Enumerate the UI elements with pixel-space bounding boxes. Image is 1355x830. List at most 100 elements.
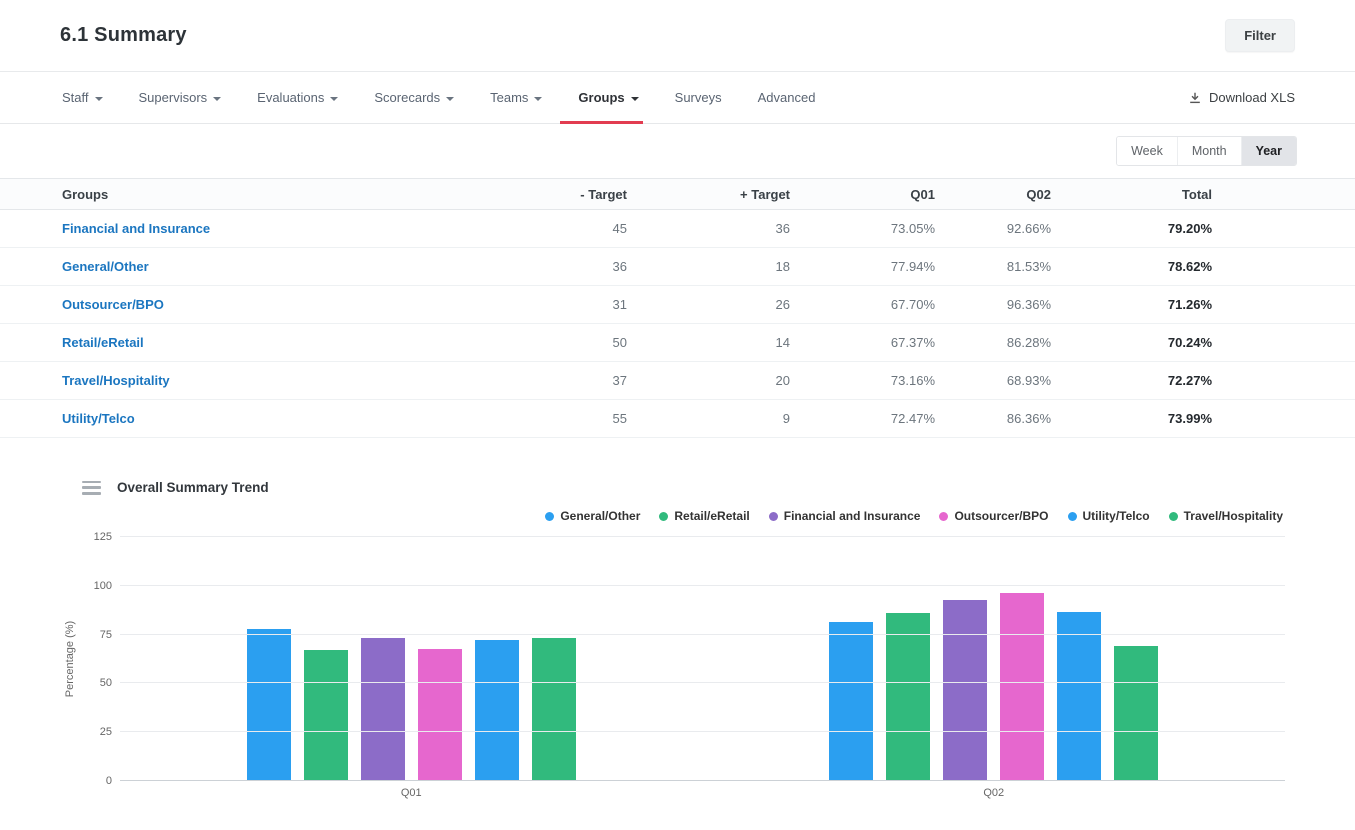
group-link-general-other[interactable]: General/Other: [62, 259, 149, 274]
download-xls-button[interactable]: Download XLS: [1188, 72, 1295, 123]
group-link-retail-eretail[interactable]: Retail/eRetail: [62, 335, 144, 350]
nav-item-scorecards[interactable]: Scorecards: [356, 72, 472, 123]
period-toggle-month[interactable]: Month: [1176, 137, 1241, 165]
minus-target-cell: 55: [612, 411, 627, 426]
group-link-financial-and-insurance[interactable]: Financial and Insurance: [62, 221, 211, 236]
table-header-target: - Target: [580, 186, 627, 202]
legend-label: Financial and Insurance: [783, 509, 921, 523]
legend-label: Outsourcer/BPO: [954, 509, 1049, 523]
nav-item-groups[interactable]: Groups: [560, 72, 656, 124]
bar-general-other-q01: [246, 628, 291, 781]
filter-button[interactable]: Filter: [1225, 19, 1295, 52]
chart-header: Overall Summary Trend: [0, 480, 1355, 495]
x-axis-line: [120, 780, 1285, 781]
legend-item-financial-and-insurance[interactable]: Financial and Insurance: [768, 509, 921, 523]
bar-group-q01: [120, 537, 703, 781]
table-row: Retail/eRetail 50 14 67.37% 86.28% 70.24%: [0, 324, 1355, 362]
q01-cell: 72.47%: [890, 411, 935, 426]
nav-item-label: Teams: [490, 90, 529, 105]
chart-section: Overall Summary Trend General/Other Retai…: [0, 438, 1355, 799]
table-header-q01: Q01: [910, 186, 935, 202]
bar-outsourcer-bpo-q01: [417, 648, 462, 781]
y-tick-label: 25: [99, 726, 112, 739]
group-name-cell: Retail/eRetail: [62, 335, 462, 350]
download-icon: [1190, 92, 1200, 103]
legend-item-general-other[interactable]: General/Other: [545, 509, 640, 523]
table-row: Financial and Insurance 45 36 73.05% 92.66% 7…: [0, 210, 1355, 248]
x-axis-label-q01: Q01: [400, 787, 422, 799]
y-tick-label: 50: [99, 677, 112, 690]
total-cell: 72.27%: [1167, 373, 1212, 388]
main-nav: Staff Supervisors Evaluations Scorecards Tea…: [0, 72, 1355, 124]
controls-row: Week Month Year: [0, 124, 1355, 178]
table-body: Financial and Insurance 45 36 73.05% 92.66% 7…: [0, 210, 1355, 438]
q01-cell: 67.70%: [890, 297, 935, 312]
nav-item-label: Evaluations: [257, 90, 325, 105]
group-link-outsourcer-bpo[interactable]: Outsourcer/BPO: [62, 297, 164, 312]
table-header-total: Total: [1181, 186, 1212, 202]
nav-item-label: Staff: [62, 90, 89, 105]
y-tick-label: 100: [93, 579, 112, 592]
legend-item-travel-hospitality[interactable]: Travel/Hospitality: [1168, 509, 1283, 523]
table-row: Utility/Telco 55 9 72.47% 86.36% 73.99%: [0, 400, 1355, 438]
total-cell: 70.24%: [1167, 335, 1212, 350]
q01-cell: 67.37%: [890, 335, 935, 350]
chevron-down-icon: [630, 96, 639, 101]
table-header-row: Groups - Target + Target Q01 Q02 Total: [0, 178, 1355, 210]
nav-item-label: Advanced: [757, 90, 816, 105]
legend-dot: [1168, 511, 1178, 521]
plus-target-cell: 18: [775, 259, 790, 274]
q02-cell: 81.53%: [1006, 259, 1051, 274]
nav-item-surveys[interactable]: Surveys: [657, 72, 740, 123]
period-toggle: Week Month Year: [1116, 136, 1297, 166]
period-toggle-year[interactable]: Year: [1240, 137, 1296, 165]
bar-financial-and-insurance-q02: [943, 600, 988, 781]
legend-item-utility-telco[interactable]: Utility/Telco: [1067, 509, 1150, 523]
nav-item-label: Groups: [578, 90, 625, 105]
nav-items: Staff Supervisors Evaluations Scorecards Tea…: [62, 72, 834, 124]
minus-target-cell: 31: [612, 297, 627, 312]
group-name-cell: Financial and Insurance: [62, 221, 462, 236]
plus-target-cell: 36: [775, 221, 790, 236]
legend-item-retail-eretail[interactable]: Retail/eRetail: [659, 509, 750, 523]
y-tick-label: 75: [99, 628, 112, 641]
group-link-travel-hospitality[interactable]: Travel/Hospitality: [62, 373, 170, 388]
total-cell: 73.99%: [1167, 411, 1212, 426]
nav-item-evaluations[interactable]: Evaluations: [239, 72, 356, 123]
nav-item-teams[interactable]: Teams: [472, 72, 560, 123]
group-name-cell: Utility/Telco: [62, 411, 462, 426]
nav-item-supervisors[interactable]: Supervisors: [121, 72, 240, 123]
y-tick-label: 0: [105, 775, 112, 787]
minus-target-cell: 45: [612, 221, 627, 236]
x-axis-label-q02: Q02: [983, 787, 1005, 799]
chart-menu-icon[interactable]: [82, 480, 101, 495]
legend-label: Utility/Telco: [1082, 509, 1150, 523]
group-link-utility-telco[interactable]: Utility/Telco: [62, 411, 135, 426]
chevron-down-icon: [534, 96, 543, 101]
download-xls-label: Download XLS: [1209, 90, 1295, 105]
groups-summary-table: Groups - Target + Target Q01 Q02 Total Financ…: [0, 178, 1355, 438]
group-name-cell: General/Other: [62, 259, 462, 274]
legend-dot: [659, 511, 669, 521]
legend-dot: [768, 511, 778, 521]
q01-cell: 77.94%: [890, 259, 935, 274]
chevron-down-icon: [446, 96, 455, 101]
period-toggle-week[interactable]: Week: [1117, 137, 1177, 165]
nav-item-staff[interactable]: Staff: [62, 72, 121, 123]
q02-cell: 68.93%: [1006, 373, 1051, 388]
total-cell: 71.26%: [1167, 297, 1212, 312]
y-axis-title: Percentage (%): [64, 620, 76, 698]
chevron-down-icon: [213, 96, 222, 101]
group-name-cell: Travel/Hospitality: [62, 373, 462, 388]
minus-target-cell: 37: [612, 373, 627, 388]
legend-item-outsourcer-bpo[interactable]: Outsourcer/BPO: [939, 509, 1049, 523]
plus-target-cell: 20: [775, 373, 790, 388]
q02-cell: 92.66%: [1006, 221, 1051, 236]
total-cell: 78.62%: [1167, 259, 1212, 274]
q01-cell: 73.16%: [890, 373, 935, 388]
bar-financial-and-insurance-q01: [360, 638, 405, 781]
bar-groups: [120, 537, 1285, 781]
nav-item-label: Surveys: [674, 90, 722, 105]
nav-item-advanced[interactable]: Advanced: [740, 72, 834, 123]
nav-item-label: Scorecards: [374, 90, 441, 105]
